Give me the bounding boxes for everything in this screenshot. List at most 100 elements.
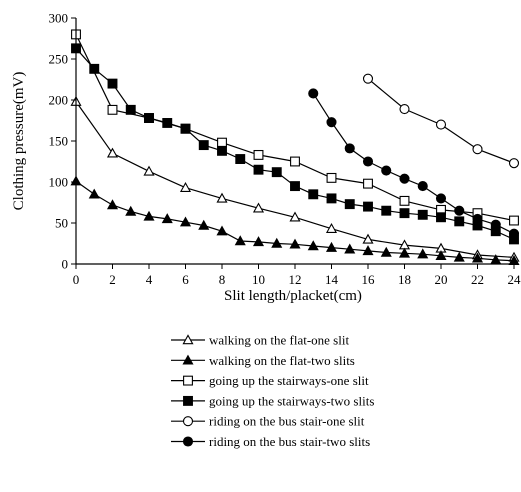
- series-line: [312, 93, 515, 235]
- data-point: [180, 123, 191, 134]
- y-tick-label: 300: [49, 11, 69, 26]
- legend-item-4: going up the stairways-two slits: [171, 393, 374, 408]
- data-point: [435, 193, 447, 204]
- legend-marker: [182, 334, 194, 345]
- data-point: [435, 119, 447, 130]
- legend-marker: [182, 354, 194, 365]
- data-point: [363, 178, 373, 189]
- legend-marker: [182, 436, 194, 447]
- data-point: [363, 201, 373, 212]
- data-point: [326, 193, 337, 204]
- x-tick-label: 4: [146, 272, 153, 287]
- data-point: [271, 237, 283, 248]
- data-point: [398, 247, 411, 258]
- data-point: [326, 117, 337, 128]
- data-point: [253, 164, 264, 175]
- data-point: [471, 252, 484, 263]
- data-point: [435, 250, 447, 261]
- data-point: [380, 246, 392, 257]
- y-axis-title: Clothing pressure(mV): [11, 72, 27, 211]
- series-6: [308, 88, 520, 239]
- data-point: [198, 219, 210, 230]
- data-point: [344, 243, 356, 254]
- legend-marker: [182, 416, 194, 427]
- x-tick-label: 2: [109, 272, 116, 287]
- x-tick-label: 12: [289, 272, 302, 287]
- legend-label: riding on the bus stair-two slits: [209, 434, 370, 449]
- series-1: [70, 95, 520, 262]
- legend-marker: [183, 395, 193, 406]
- data-point: [399, 195, 410, 206]
- data-point: [179, 182, 192, 192]
- series-3: [71, 29, 519, 226]
- data-point: [454, 216, 465, 227]
- x-tick-label: 20: [435, 272, 448, 287]
- data-point: [289, 211, 301, 222]
- data-point: [253, 149, 264, 160]
- data-point: [362, 245, 374, 256]
- legend-item-5: riding on the bus stair-one slit: [171, 414, 365, 429]
- y-tick-label: 150: [49, 134, 69, 149]
- data-point: [417, 181, 428, 192]
- y-tick-label: 50: [55, 216, 68, 231]
- data-point: [161, 213, 173, 224]
- data-point: [362, 233, 374, 244]
- y-tick-label: 200: [49, 93, 69, 108]
- x-axis-title: Slit length/placket(cm): [224, 288, 362, 304]
- data-point: [234, 235, 246, 246]
- data-point: [472, 144, 483, 155]
- plot-area: [70, 29, 520, 265]
- legend-label: going up the stairways-two slits: [209, 393, 374, 408]
- data-point: [307, 240, 319, 251]
- data-point: [454, 205, 465, 216]
- data-point: [325, 223, 338, 233]
- data-point: [436, 212, 446, 223]
- data-point: [417, 209, 428, 220]
- series-5: [362, 73, 520, 169]
- x-tick-label: 0: [73, 272, 80, 287]
- series-line: [75, 101, 515, 258]
- data-point: [106, 199, 119, 210]
- data-point: [344, 143, 355, 154]
- data-point: [217, 137, 227, 148]
- data-point: [143, 165, 155, 176]
- data-point: [198, 140, 209, 151]
- x-tick-label: 14: [325, 272, 339, 287]
- data-point: [216, 225, 228, 236]
- x-tick-label: 22: [471, 272, 484, 287]
- data-point: [508, 228, 520, 239]
- data-point: [490, 219, 501, 230]
- data-point: [508, 158, 520, 169]
- x-tick-label: 24: [508, 272, 521, 287]
- data-point: [417, 248, 429, 259]
- legend-label: going up the stairways-one slit: [209, 373, 369, 388]
- data-point: [399, 103, 410, 115]
- legend-marker: [183, 375, 193, 386]
- data-point: [325, 241, 338, 252]
- y-tick-label: 0: [62, 257, 69, 272]
- data-point: [107, 104, 118, 115]
- data-point: [362, 73, 374, 84]
- data-point: [179, 216, 192, 227]
- data-point: [252, 202, 265, 213]
- data-point: [107, 78, 118, 89]
- data-point: [290, 181, 300, 192]
- data-point: [509, 215, 519, 226]
- legend-item-3: going up the stairways-one slit: [171, 373, 369, 388]
- data-point: [143, 210, 155, 221]
- data-point: [399, 173, 410, 184]
- data-point: [290, 156, 300, 167]
- data-point: [289, 238, 301, 249]
- data-point: [125, 104, 136, 115]
- legend-label: walking on the flat-two slits: [209, 353, 355, 368]
- x-tick-label: 16: [362, 272, 376, 287]
- legend-item-6: riding on the bus stair-two slits: [171, 434, 370, 449]
- data-point: [252, 236, 265, 247]
- data-point: [453, 251, 465, 262]
- data-point: [106, 147, 119, 158]
- data-point: [399, 208, 410, 219]
- data-point: [381, 205, 392, 216]
- data-point: [326, 172, 337, 183]
- x-tick-label: 10: [252, 272, 265, 287]
